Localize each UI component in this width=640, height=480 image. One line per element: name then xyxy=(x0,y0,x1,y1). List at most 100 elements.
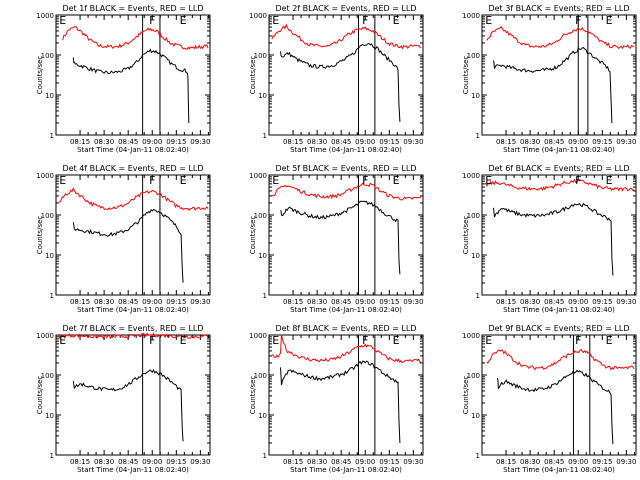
y-tick-label: 1 xyxy=(476,292,480,300)
events-series-line xyxy=(280,42,401,122)
x-tick-label: 09:00 xyxy=(568,138,588,146)
x-tick-label: 08:45 xyxy=(544,298,564,306)
interval-marker: E xyxy=(606,174,613,187)
y-tick-label: 1 xyxy=(50,292,54,300)
y-tick-label: 10 xyxy=(471,252,480,260)
y-tick-label: 1000 xyxy=(36,12,54,20)
y-axis-label: Counts/sec xyxy=(249,56,257,95)
y-axis-label: Counts/sec xyxy=(462,56,470,95)
y-tick-label: 1 xyxy=(263,452,267,460)
x-axis-label: Start Time (04-Jan-11 08:02:40) xyxy=(77,146,189,154)
x-tick-label: 08:45 xyxy=(118,298,138,306)
events-series-line xyxy=(72,208,184,283)
lld-series-line xyxy=(271,334,422,364)
x-tick-label: 08:30 xyxy=(307,298,327,306)
lld-series-line xyxy=(484,178,635,192)
lld-series-line xyxy=(486,348,635,371)
plot-frame xyxy=(268,14,424,136)
events-series-line xyxy=(72,48,190,124)
x-tick-label: 09:15 xyxy=(379,138,399,146)
interval-marker: E xyxy=(272,334,279,347)
x-tick-label: 08:30 xyxy=(94,138,114,146)
x-tick-label: 08:45 xyxy=(544,458,564,466)
x-tick-label: 08:30 xyxy=(520,138,540,146)
x-axis-label: Start Time (04-Jan-11 08:02:40) xyxy=(503,306,615,314)
x-tick-label: 09:15 xyxy=(379,298,399,306)
y-tick-label: 1000 xyxy=(249,172,267,180)
x-tick-label: 08:15 xyxy=(70,138,90,146)
x-tick-label: 09:15 xyxy=(592,458,612,466)
plot-title: Det 2f BLACK = Events, RED = LLD xyxy=(275,4,416,13)
plot-frame xyxy=(481,14,637,136)
interval-marker: F xyxy=(149,174,155,187)
plot-frame xyxy=(481,174,637,296)
events-series-line xyxy=(280,200,401,275)
x-tick-label: 08:15 xyxy=(496,298,516,306)
interval-marker: E xyxy=(272,14,279,27)
plot-frame xyxy=(55,334,211,456)
plot-frame xyxy=(481,334,637,456)
x-axis-label: Start Time (04-Jan-11 08:02:40) xyxy=(77,306,189,314)
y-tick-label: 100 xyxy=(41,52,54,60)
plot-title: Det 3f BLACK = Events, RED = LLD xyxy=(488,4,629,13)
interval-marker: E xyxy=(59,14,66,27)
x-tick-label: 08:30 xyxy=(520,458,540,466)
lld-series-line xyxy=(58,332,209,340)
x-tick-label: 09:15 xyxy=(166,458,186,466)
y-tick-label: 1000 xyxy=(249,12,267,20)
x-tick-label: 09:00 xyxy=(142,458,162,466)
interval-marker: E xyxy=(606,14,613,27)
x-tick-label: 08:45 xyxy=(331,458,351,466)
y-tick-label: 1000 xyxy=(36,172,54,180)
y-tick-label: 1000 xyxy=(462,12,480,20)
lld-series-line xyxy=(486,25,635,50)
y-tick-label: 100 xyxy=(467,52,480,60)
x-tick-label: 08:45 xyxy=(331,298,351,306)
y-axis-label: Counts/sec xyxy=(36,56,44,95)
lld-series-line xyxy=(271,182,422,201)
interval-marker: E xyxy=(59,174,66,187)
x-tick-label: 09:15 xyxy=(166,138,186,146)
y-tick-label: 1 xyxy=(476,452,480,460)
x-tick-label: 08:15 xyxy=(70,298,90,306)
x-tick-label: 08:15 xyxy=(283,138,303,146)
interval-marker: F xyxy=(362,14,368,27)
y-tick-label: 1000 xyxy=(36,332,54,340)
y-tick-label: 10 xyxy=(258,412,267,420)
plot-title: Det 6f BLACK = Events, RED = LLD xyxy=(488,164,629,173)
interval-marker: E xyxy=(180,334,187,347)
x-tick-label: 09:30 xyxy=(190,138,210,146)
x-tick-label: 09:00 xyxy=(568,298,588,306)
events-series-line xyxy=(496,369,614,445)
y-tick-label: 10 xyxy=(471,412,480,420)
x-tick-label: 09:30 xyxy=(403,458,423,466)
plot-frame xyxy=(55,14,211,136)
x-tick-label: 09:30 xyxy=(616,298,636,306)
x-tick-label: 09:15 xyxy=(592,298,612,306)
y-tick-label: 1000 xyxy=(462,172,480,180)
y-tick-label: 100 xyxy=(41,212,54,220)
y-tick-label: 1 xyxy=(50,132,54,140)
interval-marker: F xyxy=(362,174,368,187)
y-tick-label: 10 xyxy=(258,252,267,260)
x-axis-label: Start Time (04-Jan-11 08:02:40) xyxy=(503,146,615,154)
x-tick-label: 08:15 xyxy=(496,138,516,146)
x-axis-label: Start Time (04-Jan-11 08:02:40) xyxy=(290,466,402,474)
x-axis-label: Start Time (04-Jan-11 08:02:40) xyxy=(290,306,402,314)
x-tick-label: 09:15 xyxy=(379,458,399,466)
y-tick-label: 1000 xyxy=(462,332,480,340)
x-tick-label: 08:45 xyxy=(544,138,564,146)
x-tick-label: 09:30 xyxy=(403,138,423,146)
x-tick-label: 09:30 xyxy=(403,298,423,306)
plot-frame xyxy=(268,334,424,456)
lld-series-line xyxy=(58,187,209,211)
x-tick-label: 08:30 xyxy=(307,458,327,466)
x-axis-label: Start Time (04-Jan-11 08:02:40) xyxy=(77,466,189,474)
x-tick-label: 09:30 xyxy=(616,138,636,146)
y-axis-label: Counts/sec xyxy=(36,216,44,255)
x-tick-label: 09:30 xyxy=(616,458,636,466)
y-tick-label: 100 xyxy=(467,212,480,220)
x-tick-label: 08:30 xyxy=(307,138,327,146)
x-tick-label: 08:30 xyxy=(94,458,114,466)
